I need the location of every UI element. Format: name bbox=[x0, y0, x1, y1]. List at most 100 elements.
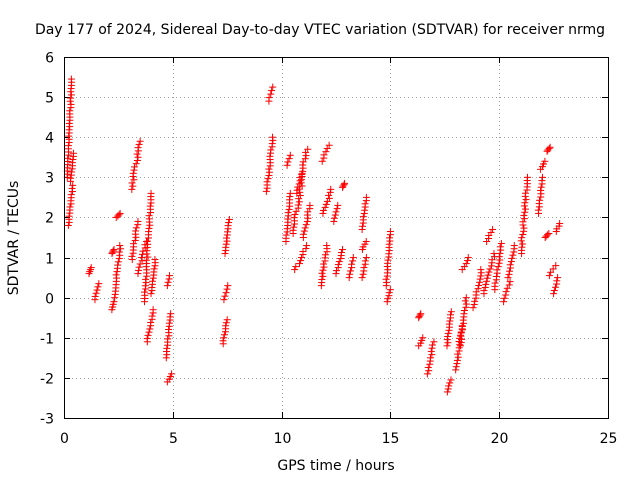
data-point bbox=[69, 181, 77, 189]
data-point bbox=[223, 228, 231, 236]
data-point bbox=[322, 200, 330, 208]
data-point bbox=[476, 278, 484, 286]
data-point bbox=[552, 262, 560, 270]
data-point bbox=[521, 205, 529, 213]
data-point bbox=[382, 275, 390, 283]
data-point bbox=[427, 347, 435, 355]
data-point bbox=[69, 156, 77, 164]
data-point bbox=[425, 367, 433, 375]
data-point bbox=[506, 278, 514, 286]
data-point bbox=[142, 275, 150, 283]
data-point bbox=[147, 290, 155, 298]
data-point bbox=[294, 183, 302, 191]
data-point bbox=[359, 213, 367, 221]
y-tick-label: 3 bbox=[45, 171, 54, 187]
data-point bbox=[359, 270, 367, 278]
grid-lines bbox=[64, 57, 608, 418]
data-point bbox=[299, 161, 307, 169]
data-point bbox=[298, 170, 306, 178]
data-point bbox=[220, 331, 228, 339]
data-point bbox=[445, 382, 453, 390]
data-point bbox=[428, 351, 436, 359]
data-point bbox=[523, 173, 531, 181]
data-point bbox=[333, 205, 341, 213]
data-point bbox=[299, 230, 307, 238]
data-point bbox=[319, 272, 327, 280]
data-point bbox=[362, 193, 370, 201]
data-point bbox=[264, 175, 272, 183]
data-point bbox=[503, 284, 511, 292]
data-point bbox=[521, 199, 529, 207]
data-point bbox=[494, 263, 502, 271]
data-point bbox=[454, 350, 462, 358]
data-point bbox=[298, 254, 306, 262]
data-point bbox=[318, 157, 326, 165]
data-point bbox=[474, 285, 482, 293]
y-tick-label: 2 bbox=[45, 211, 54, 227]
data-point bbox=[142, 256, 150, 264]
chart-title: Day 177 of 2024, Sidereal Day-to-day VTE… bbox=[35, 22, 605, 38]
data-point bbox=[332, 208, 340, 216]
plot-frame bbox=[64, 57, 609, 419]
data-point bbox=[384, 256, 392, 264]
data-point bbox=[500, 294, 508, 302]
data-point bbox=[461, 307, 469, 315]
data-point bbox=[492, 272, 500, 280]
data-point bbox=[163, 282, 171, 290]
data-point bbox=[480, 287, 488, 295]
data-point bbox=[320, 206, 328, 214]
data-point bbox=[361, 206, 369, 214]
data-point bbox=[145, 328, 153, 336]
data-point bbox=[358, 222, 366, 230]
data-point bbox=[322, 148, 330, 156]
data-point bbox=[110, 298, 118, 306]
data-point bbox=[491, 279, 499, 287]
data-point bbox=[349, 254, 357, 262]
data-point bbox=[482, 280, 490, 288]
data-point bbox=[349, 257, 357, 265]
data-point bbox=[556, 219, 564, 227]
data-point bbox=[471, 297, 479, 305]
data-point bbox=[462, 294, 470, 302]
data-points bbox=[63, 75, 564, 396]
data-point bbox=[265, 168, 273, 176]
data-point bbox=[303, 217, 311, 225]
data-point bbox=[286, 151, 294, 159]
data-point bbox=[304, 145, 312, 153]
data-point bbox=[268, 87, 276, 95]
data-point bbox=[334, 261, 342, 269]
data-point bbox=[552, 283, 560, 291]
data-point bbox=[69, 149, 77, 157]
data-point bbox=[149, 306, 157, 314]
data-point bbox=[300, 227, 308, 235]
data-point bbox=[334, 201, 342, 209]
data-point bbox=[114, 261, 122, 269]
data-point bbox=[361, 257, 369, 265]
data-point bbox=[65, 119, 73, 127]
data-point bbox=[361, 200, 369, 208]
data-point bbox=[505, 270, 513, 278]
data-point bbox=[386, 227, 394, 235]
data-point bbox=[508, 254, 516, 262]
data-point bbox=[67, 174, 75, 182]
data-point bbox=[64, 154, 72, 162]
data-point bbox=[67, 100, 75, 108]
data-point bbox=[291, 210, 299, 218]
data-point bbox=[509, 251, 517, 259]
data-point bbox=[221, 292, 229, 300]
data-point bbox=[268, 140, 276, 148]
data-point bbox=[302, 245, 310, 253]
data-point bbox=[66, 203, 74, 211]
data-point bbox=[133, 150, 141, 158]
data-point bbox=[94, 283, 102, 291]
data-point bbox=[132, 224, 140, 232]
data-point bbox=[518, 234, 526, 242]
data-point bbox=[444, 339, 452, 347]
data-point bbox=[284, 158, 292, 166]
data-point bbox=[267, 146, 275, 154]
data-point bbox=[424, 363, 432, 371]
data-point bbox=[269, 83, 277, 91]
data-point bbox=[165, 319, 173, 327]
data-point bbox=[495, 253, 503, 261]
data-point bbox=[360, 264, 368, 272]
